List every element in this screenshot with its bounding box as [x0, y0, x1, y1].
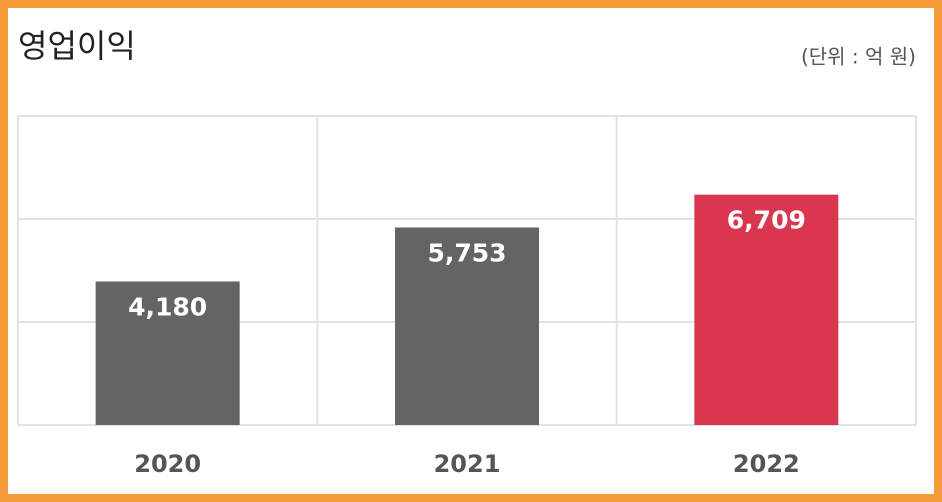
bar: [395, 227, 539, 425]
x-tick-label: 2022: [733, 450, 800, 478]
value-label: 6,709: [727, 206, 806, 235]
x-tick-label: 2020: [134, 450, 201, 478]
unit-label: (단위 : 억 원): [801, 45, 916, 69]
chart-title: 영업이익: [18, 27, 136, 65]
x-tick-label: 2021: [434, 450, 501, 478]
bar: [95, 281, 240, 425]
value-label: 5,753: [427, 238, 506, 267]
value-label: 4,180: [128, 292, 207, 321]
bar: [694, 194, 839, 425]
